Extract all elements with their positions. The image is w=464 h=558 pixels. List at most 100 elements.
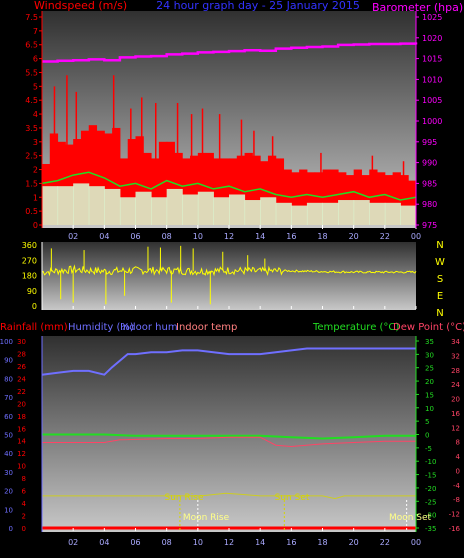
wind-min-block bbox=[338, 200, 355, 225]
pressure-tick-label: 1020 bbox=[422, 34, 442, 43]
wind-time-label: 10 bbox=[193, 232, 203, 241]
wind-min-block bbox=[88, 186, 105, 225]
humidity-line bbox=[41, 347, 416, 376]
climate-time-label: 20 bbox=[349, 538, 359, 547]
indoor-temp-tick-label: -12 bbox=[449, 511, 460, 519]
humidity-tick-label: 0 bbox=[9, 525, 13, 533]
climate-time-label: 18 bbox=[317, 538, 327, 547]
wind-gust-block bbox=[190, 155, 199, 225]
wind-gust-block bbox=[127, 139, 136, 225]
wind-gust-block bbox=[260, 161, 269, 225]
windspeed-tick-label: 1 bbox=[33, 193, 38, 202]
wind-min-block bbox=[57, 186, 74, 225]
temperature-tick-label: -35 bbox=[425, 525, 436, 533]
wind-gust-block bbox=[291, 172, 300, 225]
rain-tick-label: 8 bbox=[22, 475, 26, 483]
temperature-tick-label: 35 bbox=[425, 338, 434, 346]
temperature-tick-label: -5 bbox=[425, 445, 432, 453]
rain-tick-label: 18 bbox=[17, 413, 26, 421]
humidity-tick-label: 10 bbox=[4, 506, 13, 514]
pressure-tick-label: 1015 bbox=[422, 55, 442, 64]
indoor-temp-tick-label: 16 bbox=[451, 410, 460, 418]
sun-rise-label: Sun Rise bbox=[165, 493, 204, 503]
wind-min-block bbox=[275, 202, 292, 225]
indoor-temp-tick-label: -4 bbox=[453, 482, 461, 490]
indoor-temp-tick-label: 20 bbox=[451, 396, 460, 404]
wind-gust-block bbox=[275, 158, 285, 225]
windspeed-tick-label: 4 bbox=[33, 110, 38, 119]
humidity-tick-label: 100 bbox=[0, 338, 13, 346]
rain-tick-label: 24 bbox=[17, 375, 26, 383]
wind-time-label: 08 bbox=[162, 232, 172, 241]
wind-min-block bbox=[197, 191, 214, 225]
humidity-label: Humidity (%) bbox=[68, 322, 134, 333]
direction-tick-label: 180 bbox=[22, 272, 37, 281]
climate-time-label: 12 bbox=[224, 538, 234, 547]
indoor-temp-tick-label: 24 bbox=[451, 381, 460, 389]
wind-min-block bbox=[119, 197, 136, 225]
wind-min-block bbox=[151, 197, 168, 225]
sun-set-label: Sun Set bbox=[275, 493, 310, 503]
climate-time-label: 08 bbox=[162, 538, 172, 547]
wind-time-label: 20 bbox=[349, 232, 359, 241]
climate-time-label: 16 bbox=[286, 538, 296, 547]
indoor-temp-tick-label: -16 bbox=[449, 525, 461, 533]
pressure-tick-label: 1010 bbox=[422, 75, 442, 84]
pressure-tick-label: 975 bbox=[422, 221, 437, 230]
rain-tick-label: 2 bbox=[22, 513, 26, 521]
wind-time-label: 22 bbox=[380, 232, 390, 241]
wind-direction-trace bbox=[41, 264, 417, 277]
rain-tick-label: 30 bbox=[17, 338, 26, 346]
direction-label-e: E bbox=[437, 291, 443, 302]
temperature-tick-label: -30 bbox=[425, 512, 436, 520]
humidity-tick-label: 60 bbox=[4, 413, 13, 421]
wind-min-block bbox=[322, 202, 339, 225]
indoor-temp-tick-label: 4 bbox=[456, 453, 461, 461]
dew-point-line bbox=[42, 436, 416, 448]
rain-tick-label: 22 bbox=[17, 388, 26, 396]
wind-min-block bbox=[213, 197, 230, 225]
wind-gust-block bbox=[174, 152, 183, 225]
humidity-tick-label: 40 bbox=[4, 450, 13, 458]
indoor-temp-tick-label: -8 bbox=[453, 496, 460, 504]
pressure-tick-label: 1025 bbox=[422, 13, 442, 22]
moon-set-label: Moon Set bbox=[389, 513, 432, 523]
wind-gust-block bbox=[96, 130, 105, 225]
pressure-tick-label: 990 bbox=[422, 159, 437, 168]
rain-tick-label: 16 bbox=[17, 425, 26, 433]
wind-time-label: 00 bbox=[411, 232, 421, 241]
wind-gust-block bbox=[88, 125, 98, 225]
wind-gust-block bbox=[252, 155, 261, 225]
humidity-tick-label: 50 bbox=[4, 432, 13, 440]
wind-gust-block bbox=[338, 172, 347, 225]
wind-gust-block bbox=[384, 175, 394, 225]
wind-gust-block bbox=[73, 139, 82, 225]
rain-tick-label: 12 bbox=[17, 450, 26, 458]
wind-time-label: 16 bbox=[286, 232, 296, 241]
humidity-tick-label: 30 bbox=[4, 469, 13, 477]
windspeed-tick-label: 0.5 bbox=[25, 207, 38, 216]
windspeed-tick-label: 3.5 bbox=[25, 124, 38, 133]
wind-average-line bbox=[41, 171, 417, 201]
direction-tick-label: 270 bbox=[22, 256, 37, 265]
wind-min-block bbox=[229, 194, 246, 225]
indoor-temp-tick-label: 0 bbox=[456, 467, 460, 475]
wind-min-block bbox=[353, 200, 370, 225]
windspeed-tick-label: 7 bbox=[33, 27, 38, 36]
wind-min-block bbox=[42, 186, 59, 225]
indoor-temp-tick-label: 8 bbox=[456, 439, 460, 447]
climate-time-label: 02 bbox=[68, 538, 78, 547]
indoor-temp-tick-label: 32 bbox=[451, 352, 460, 360]
wind-min-block bbox=[369, 202, 386, 225]
rain-tick-label: 26 bbox=[17, 363, 26, 371]
rain-tick-label: 10 bbox=[17, 463, 26, 471]
indoor-temp-label: Indoor temp bbox=[176, 322, 237, 333]
humidity-tick-label: 20 bbox=[4, 488, 13, 496]
humidity-tick-label: 70 bbox=[4, 394, 13, 402]
wind-min-block bbox=[166, 188, 183, 225]
barometer-axis-label: Barometer (hpa) bbox=[372, 1, 463, 14]
pressure-tick-label: 980 bbox=[422, 200, 437, 209]
dew-point-label: Dew Point (°C) bbox=[393, 322, 464, 333]
temperature-tick-label: -10 bbox=[425, 458, 436, 466]
